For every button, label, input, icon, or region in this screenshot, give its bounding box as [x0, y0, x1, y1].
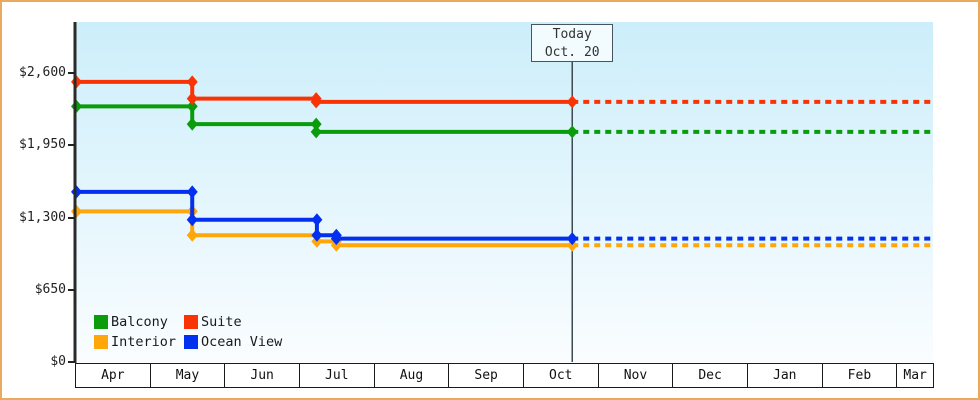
legend-label: Balcony	[111, 314, 168, 330]
series-marker-suite	[186, 75, 198, 89]
series-marker-ocean-view	[311, 213, 323, 227]
series-marker-ocean-view	[330, 232, 342, 246]
y-axis-tick-mark	[68, 72, 75, 74]
series-marker-interior	[330, 238, 342, 252]
legend-label: Interior	[111, 334, 177, 350]
series-marker-balcony	[310, 125, 322, 139]
y-axis-tick-label: $2,600	[19, 65, 66, 80]
series-line-balcony	[76, 104, 573, 134]
y-axis-tick-mark	[68, 216, 75, 219]
series-marker-suite	[310, 95, 322, 109]
legend-item-suite: Suite	[184, 312, 314, 332]
plot-background	[75, 22, 933, 362]
legend-label: Ocean View	[201, 334, 283, 350]
y-axis-tick-label: $0	[50, 354, 66, 369]
month-cell-may: May	[150, 364, 226, 387]
legend-label: Suite	[201, 314, 242, 330]
series-marker-interior	[186, 228, 198, 242]
series-marker-balcony	[186, 117, 198, 131]
today-date: Oct. 20	[544, 45, 600, 60]
y-axis-tick-label: $1,300	[19, 209, 66, 225]
legend-item-balcony: Balcony	[94, 312, 184, 332]
series-marker-balcony	[186, 99, 198, 113]
series-marker-ocean-view	[311, 228, 323, 242]
legend-swatch-ocean-view	[184, 335, 198, 349]
legend-item-ocean-view: Ocean View	[184, 332, 314, 352]
today-label: Today	[552, 27, 592, 42]
y-axis-tick-mark	[68, 361, 75, 363]
today-annotation-box: Today Oct. 20	[531, 24, 614, 62]
month-cell-feb: Feb	[822, 364, 898, 387]
month-cell-apr: Apr	[76, 364, 151, 387]
month-cell-sep: Sep	[449, 364, 524, 387]
legend-swatch-balcony	[94, 315, 108, 329]
month-cell-nov: Nov	[598, 364, 674, 387]
series-marker-balcony	[310, 117, 322, 131]
series-marker-ocean-view	[566, 232, 578, 246]
y-axis-tick-label: $1,950	[19, 137, 66, 153]
series-line-suite	[76, 79, 573, 104]
series-marker-ocean-view	[186, 213, 198, 227]
month-cell-jan: Jan	[747, 364, 823, 387]
y-axis-tick-mark	[68, 144, 75, 147]
month-cell-dec: Dec	[673, 364, 748, 387]
month-cell-oct: Oct	[523, 364, 599, 387]
series-marker-balcony	[566, 125, 578, 139]
x-axis-month-row: Apr May Jun Jul Aug Sep Oct Nov Dec Jan Feb Mar	[75, 363, 934, 388]
series-marker-ocean-view	[186, 185, 198, 199]
y-axis-tick-label: $650	[34, 281, 66, 297]
legend-swatch-interior	[94, 335, 108, 349]
month-cell-jun: Jun	[225, 364, 300, 387]
legend: Balcony Suite Interior Ocean View	[94, 312, 314, 352]
series-marker-interior	[566, 238, 578, 252]
legend-item-interior: Interior	[94, 332, 184, 352]
y-axis-tick-mark	[68, 288, 75, 291]
series-marker-suite	[186, 92, 198, 106]
month-cell-jul: Jul	[299, 364, 375, 387]
series-marker-suite	[566, 95, 578, 109]
month-cell-mar: Mar	[897, 364, 933, 387]
legend-swatch-suite	[184, 315, 198, 329]
month-cell-aug: Aug	[374, 364, 450, 387]
